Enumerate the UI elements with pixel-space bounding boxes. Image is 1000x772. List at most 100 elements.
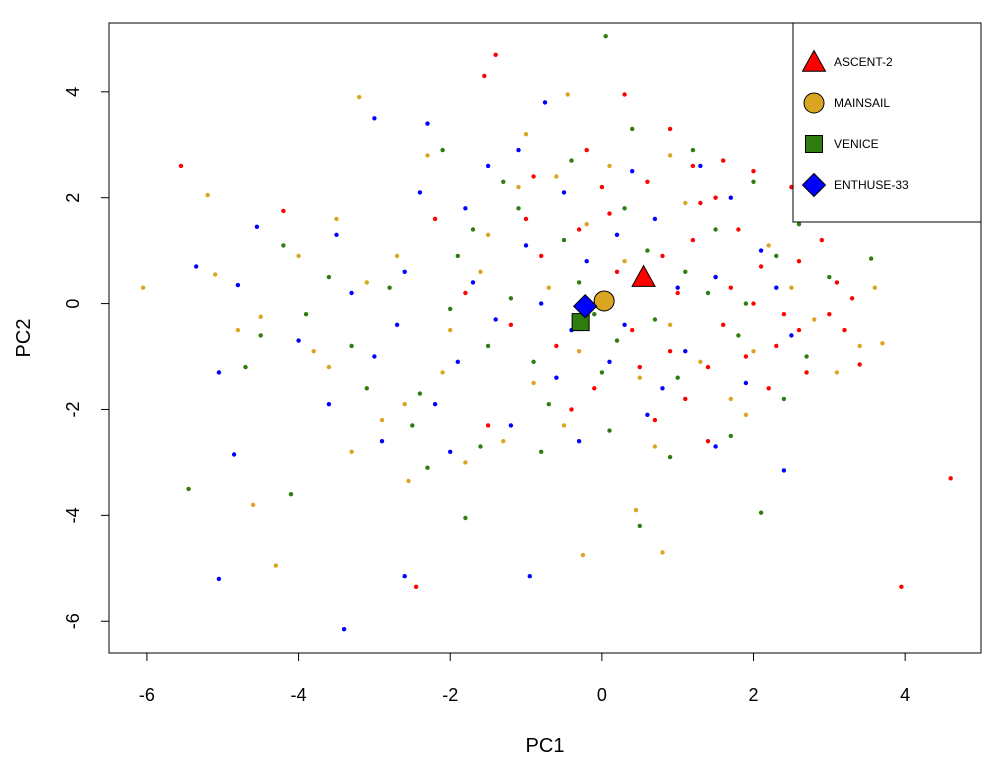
series-venice (186, 34, 874, 529)
scatter-point (743, 380, 749, 386)
scatter-point (334, 232, 339, 237)
scatter-point (216, 576, 222, 582)
scatter-point (485, 423, 491, 428)
scatter-point (607, 211, 612, 216)
scatter-point (774, 285, 779, 290)
scatter-point (440, 147, 445, 153)
scatter-point (796, 222, 802, 227)
scatter-point (273, 563, 278, 568)
scatter-point (705, 290, 711, 296)
scatter-point (349, 449, 354, 454)
scatter-point (258, 314, 263, 319)
legend-marker (801, 172, 827, 198)
scatter-point (683, 396, 688, 402)
scatter-point (713, 444, 718, 449)
scatter-point (531, 174, 536, 179)
scatter-point (592, 312, 597, 317)
x-tick-label: 0 (597, 685, 607, 705)
scatter-point (804, 354, 809, 359)
scatter-point (288, 492, 294, 497)
scatter-point (660, 550, 665, 555)
scatter-point (667, 322, 673, 327)
scatter-point (713, 227, 718, 232)
scatter-point (516, 206, 521, 211)
scatter-point (243, 364, 248, 370)
scatter-point (508, 322, 514, 327)
scatter-point (417, 190, 423, 195)
y-tick-label: -2 (63, 401, 83, 417)
legend-label: MAINSAIL (834, 96, 890, 110)
scatter-point (508, 296, 514, 301)
legend-item: ASCENT-2 (801, 49, 893, 72)
y-tick-label: -4 (63, 507, 83, 523)
scatter-point (690, 147, 696, 153)
scatter-point (690, 237, 696, 243)
scatter-point (539, 253, 544, 259)
scatter-point (485, 232, 491, 237)
scatter-point (743, 301, 749, 306)
scatter-point (349, 343, 354, 349)
scatter-point (758, 248, 764, 253)
scatter-point (326, 402, 332, 407)
scatter-point (140, 285, 146, 290)
scatter-point (448, 327, 453, 333)
scatter-point (705, 439, 711, 444)
scatter-point (448, 306, 453, 312)
scatter-point (379, 417, 385, 423)
scatter-point (387, 285, 392, 290)
scatter-point (607, 163, 612, 169)
scatter-point (417, 391, 423, 396)
scatter-point (501, 439, 506, 444)
scatter-point (607, 428, 612, 433)
scatter-point (565, 92, 570, 97)
scatter-point (379, 439, 385, 444)
scatter-point (633, 507, 639, 513)
scatter-point (463, 460, 468, 465)
scatter-point (539, 301, 544, 306)
scatter-point (402, 574, 407, 579)
scatter-point (652, 317, 658, 322)
scatter-point (652, 417, 658, 423)
scatter-point (432, 216, 438, 222)
scatter-point (478, 444, 483, 449)
scatter-point (683, 200, 688, 206)
y-tick-label: 2 (63, 193, 83, 203)
series-enthuse-33 (194, 100, 809, 632)
scatter-point (849, 296, 855, 301)
scatter-point (751, 301, 756, 306)
scatter-point (819, 237, 824, 243)
scatter-point (205, 192, 210, 198)
scatter-point (516, 184, 521, 190)
scatter-point (728, 396, 733, 402)
scatter-point (804, 370, 809, 375)
scatter-point (455, 253, 460, 259)
scatter-point (728, 285, 733, 290)
scatter-point (614, 338, 620, 343)
scatter-point (440, 370, 445, 375)
scatter-point (827, 274, 832, 280)
scatter-point (554, 174, 559, 179)
scatter-point (303, 312, 309, 317)
scatter-point (660, 253, 665, 259)
scatter-point (584, 222, 589, 227)
series-ascent-2 (178, 52, 953, 589)
scatter-point (216, 370, 222, 375)
scatter-point (789, 333, 794, 338)
scatter-point (667, 126, 673, 132)
scatter-point (485, 343, 491, 349)
scatter-point (675, 375, 680, 380)
scatter-point (235, 282, 241, 288)
scatter-point (857, 362, 862, 367)
scatter-point (622, 206, 627, 211)
scatter-point (546, 402, 551, 407)
scatter-point (899, 584, 904, 589)
scatter-point (751, 179, 756, 184)
scatter-point (406, 478, 411, 484)
scatter-point (432, 402, 438, 407)
scatter-point (796, 327, 802, 333)
scatter-point (425, 121, 430, 126)
scatter-point (630, 327, 635, 333)
scatter-point (774, 343, 779, 349)
scatter-point (394, 253, 400, 259)
